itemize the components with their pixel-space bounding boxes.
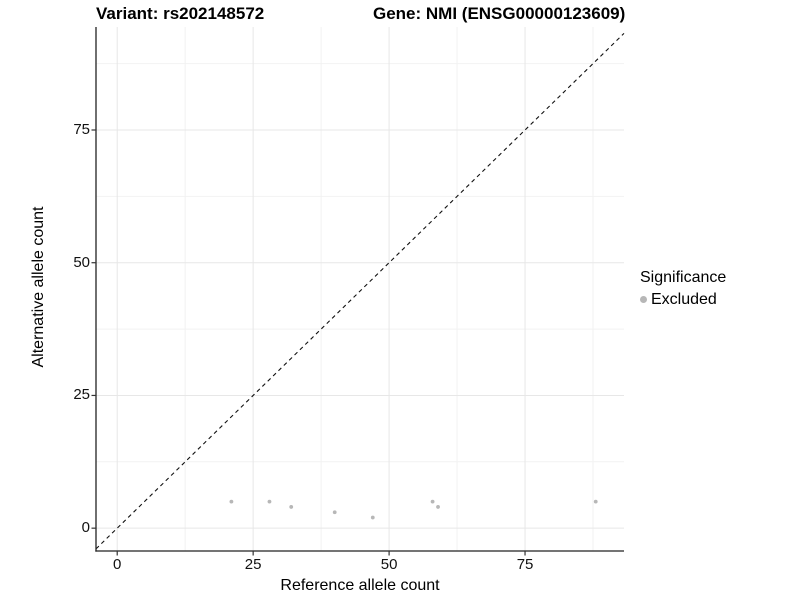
- data-point: [289, 505, 294, 509]
- y-tick-label: 25: [73, 386, 90, 404]
- x-tick-label: 50: [380, 556, 398, 573]
- y-tick-label: 50: [73, 253, 90, 271]
- y-axis-title: Alternative allele count: [30, 206, 47, 368]
- data-point: [436, 505, 440, 509]
- data-point: [229, 499, 234, 504]
- x-tick-label: 75: [516, 556, 534, 573]
- y-tick-label: 0: [81, 519, 90, 537]
- legend: Significance Excluded: [638, 268, 726, 309]
- data-point: [332, 510, 337, 515]
- data-point: [370, 515, 375, 520]
- x-tick-label: 0: [113, 556, 122, 573]
- legend-title: Significance: [640, 269, 727, 286]
- data-point: [593, 499, 598, 504]
- y-tick-label: 75: [73, 120, 90, 138]
- excluded-point-icon: [640, 296, 647, 303]
- identity-line: [95, 32, 625, 550]
- plot-title-gene: Gene: NMI (ENSG00000123609): [373, 4, 626, 23]
- data-point: [267, 499, 272, 504]
- plot-title-variant: Variant: rs202148572: [96, 4, 265, 23]
- legend-item-label: Excluded: [651, 291, 717, 308]
- legend-item-excluded: Excluded: [638, 290, 726, 309]
- data-point: [430, 499, 435, 504]
- x-tick-label: 25: [244, 556, 262, 573]
- x-axis-title: Reference allele count: [280, 577, 440, 594]
